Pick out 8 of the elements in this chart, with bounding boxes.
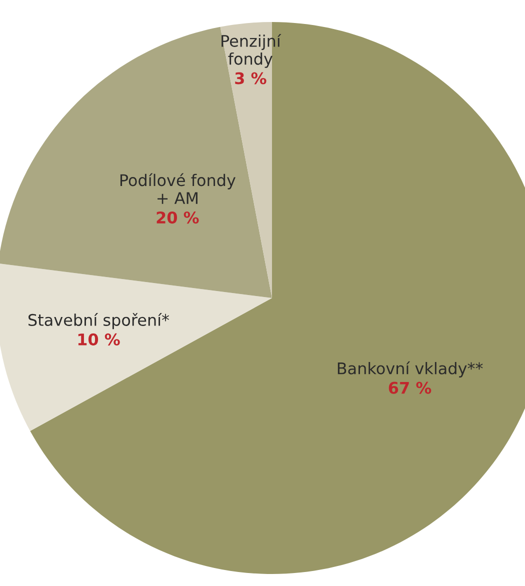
data-label: 3 % xyxy=(235,72,266,84)
slice-label: Stavební spoření* xyxy=(28,313,170,330)
data-label: 10 % xyxy=(78,333,120,346)
slice-label: Podílové fondy + AM xyxy=(120,173,236,204)
slice-label: Penzijní fondy xyxy=(222,34,282,68)
data-label: 20 % xyxy=(156,211,199,224)
data-label: 67 % xyxy=(388,382,432,394)
slice-label: Bankovní vklady** xyxy=(338,361,483,378)
